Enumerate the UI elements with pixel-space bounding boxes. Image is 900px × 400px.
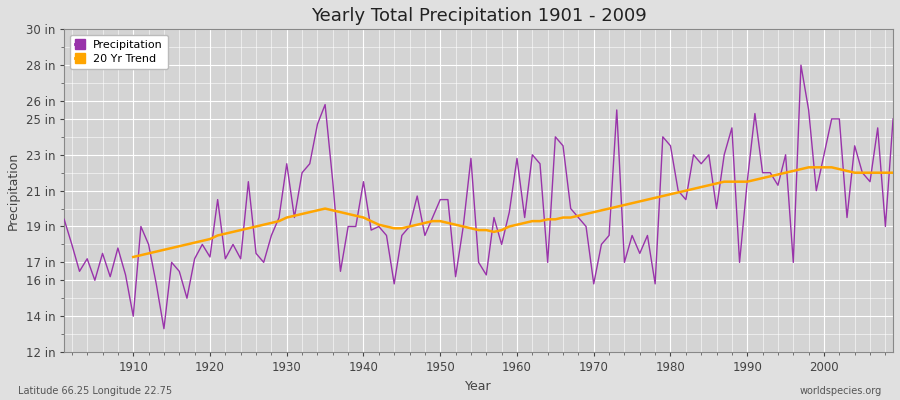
Legend: Precipitation, 20 Yr Trend: Precipitation, 20 Yr Trend [69, 35, 168, 69]
Text: worldspecies.org: worldspecies.org [800, 386, 882, 396]
Text: Latitude 66.25 Longitude 22.75: Latitude 66.25 Longitude 22.75 [18, 386, 172, 396]
Title: Yearly Total Precipitation 1901 - 2009: Yearly Total Precipitation 1901 - 2009 [310, 7, 646, 25]
X-axis label: Year: Year [465, 380, 492, 392]
Y-axis label: Precipitation: Precipitation [7, 152, 20, 230]
